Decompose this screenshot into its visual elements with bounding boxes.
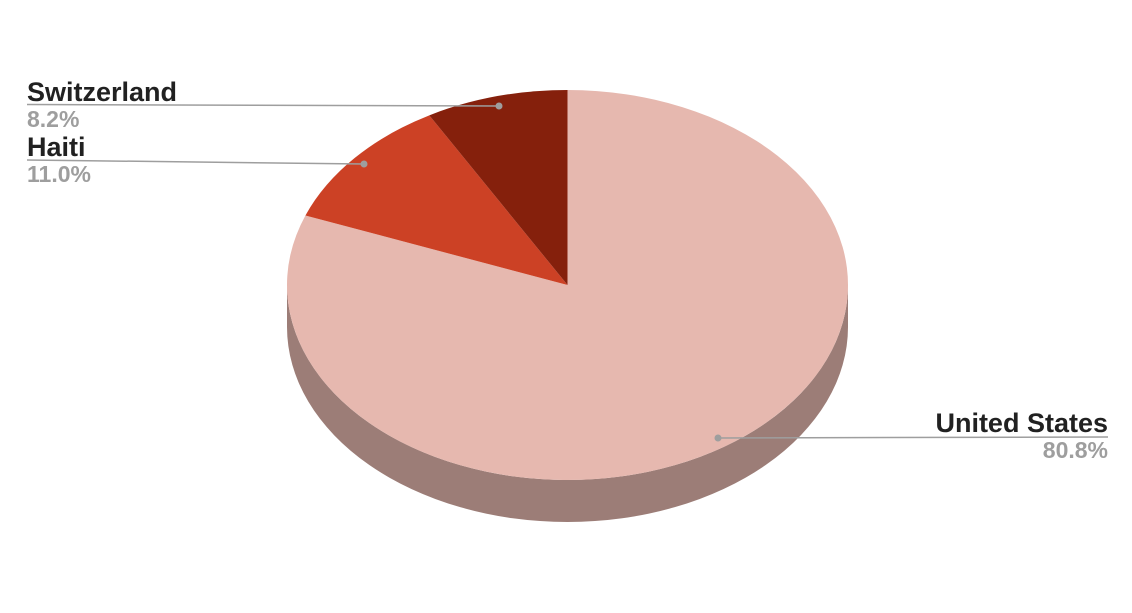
leader-line-haiti [26, 159, 365, 165]
callout-united-states: United States 80.8% [935, 409, 1108, 463]
pie-slice-haiti[interactable] [305, 115, 568, 285]
slice-percent-switzerland: 8.2% [27, 106, 80, 132]
slice-percent-haiti: 11.0% [27, 161, 91, 187]
pie-slice-switzerland[interactable] [429, 90, 568, 285]
pie-side-wall [287, 285, 848, 523]
leader-dot-haiti [360, 160, 368, 168]
leader-line-switzerland [26, 103, 500, 107]
slice-label-united-states: United States [935, 408, 1108, 438]
leader-dot-united-states [714, 434, 722, 442]
slice-label-switzerland: Switzerland [27, 77, 178, 107]
leader-line-united-states [717, 436, 1109, 439]
callout-haiti: Haiti 11.0% [27, 133, 91, 187]
leader-dot-switzerland [495, 102, 503, 110]
slice-label-haiti: Haiti [27, 132, 86, 162]
callout-switzerland: Switzerland 8.2% [27, 78, 177, 132]
slice-percent-united-states: 80.8% [1042, 437, 1108, 463]
